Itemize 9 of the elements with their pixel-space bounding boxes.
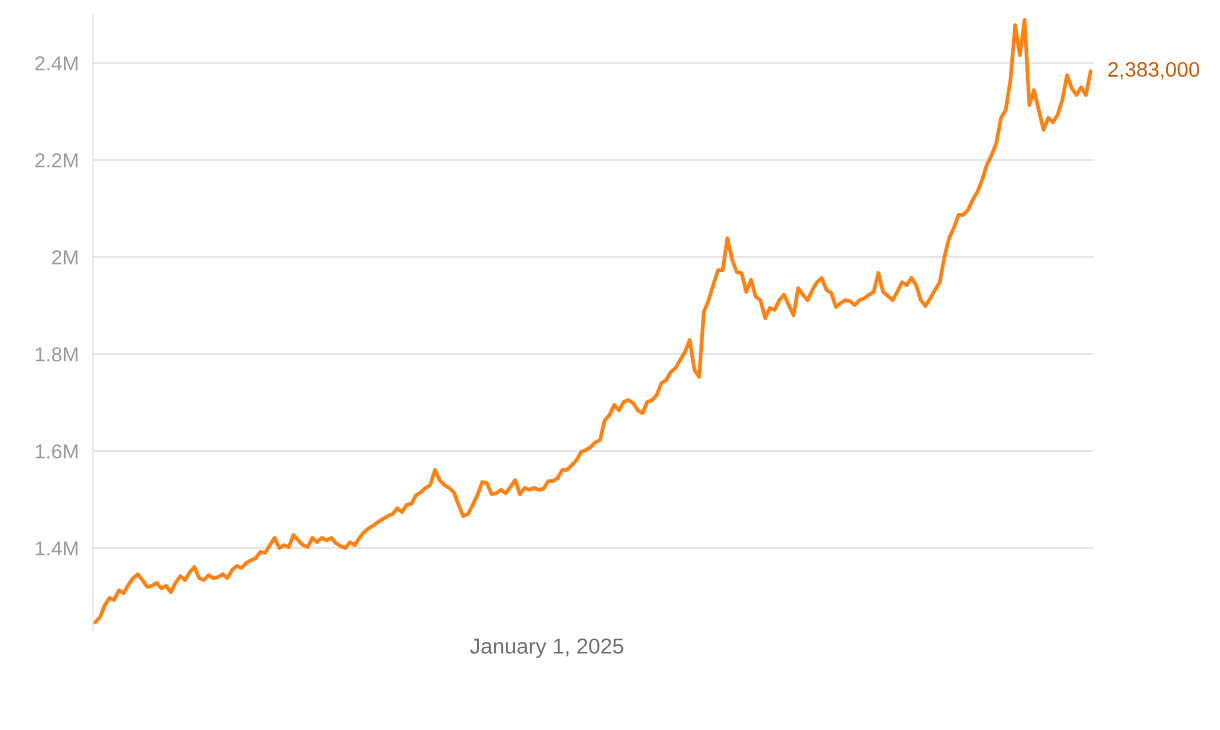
y-tick-label: 1.8M: [35, 347, 78, 362]
y-tick-label: 1.6M: [35, 444, 78, 459]
y-tick-label: 2.2M: [35, 153, 78, 168]
text: January 1, 2025: [470, 638, 624, 659]
line-series: [93, 17, 1093, 625]
y-tick-label: 1.4M: [35, 541, 78, 556]
text: 2,383,000: [1108, 62, 1200, 80]
y-tick-label: 2.4M: [35, 56, 78, 71]
y-tick-label: 2M: [52, 250, 78, 265]
